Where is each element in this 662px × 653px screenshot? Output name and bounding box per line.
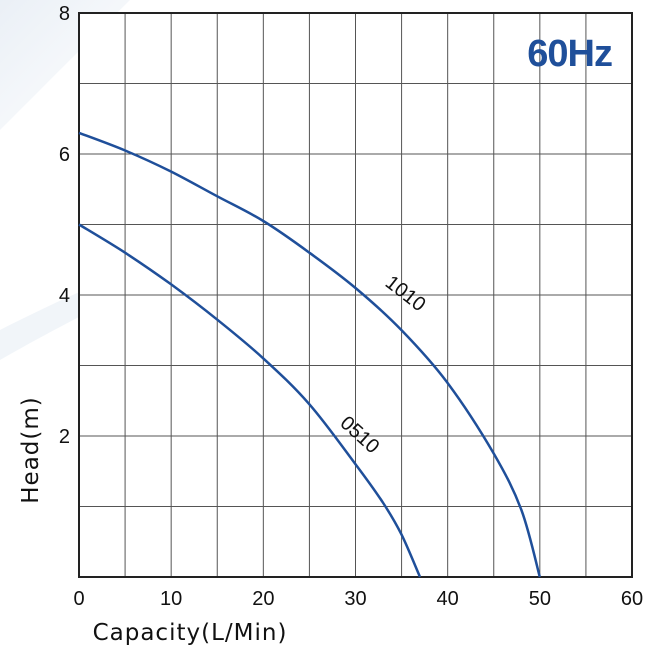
x-tick-labels: 0 10 20 30 40 50 60 (73, 588, 643, 610)
y-tick-label: 4 (59, 285, 70, 307)
x-axis-title: Capacity(L/Min) (93, 620, 288, 646)
x-tick-label: 0 (73, 588, 84, 610)
curve-1010 (78, 131, 542, 578)
x-tick-label: 10 (160, 588, 182, 610)
y-tick-label: 2 (59, 426, 70, 448)
x-tick-label: 20 (252, 588, 274, 610)
y-tick-labels: 2 4 6 8 (59, 3, 70, 448)
curves (78, 131, 542, 578)
y-axis-title: Head(m) (18, 396, 44, 504)
frequency-label: 60Hz (527, 33, 612, 75)
y-tick-label: 8 (59, 3, 70, 25)
x-tick-label: 40 (437, 588, 459, 610)
x-tick-label: 50 (529, 588, 551, 610)
grid (79, 13, 632, 577)
curve-0510 (78, 223, 422, 578)
y-tick-label: 6 (59, 144, 70, 166)
x-tick-label: 30 (344, 588, 366, 610)
x-tick-label: 60 (621, 588, 643, 610)
plot-frame (78, 12, 633, 578)
